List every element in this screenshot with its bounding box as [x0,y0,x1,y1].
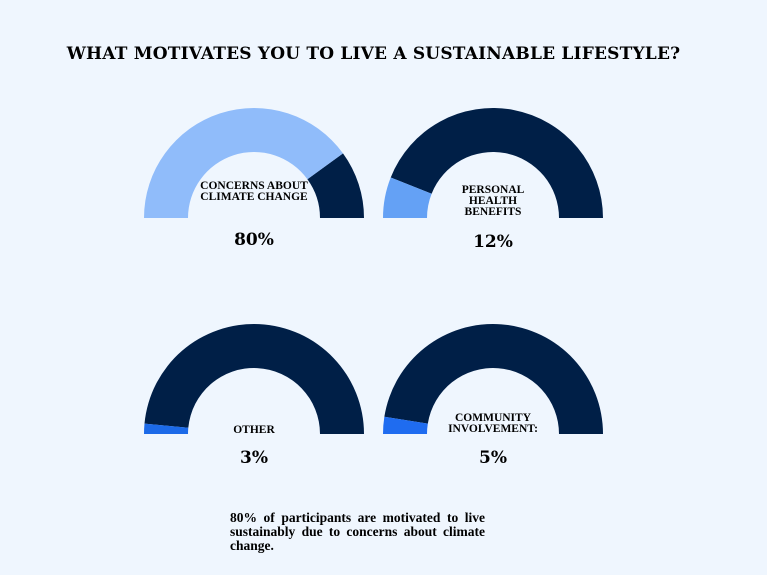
gauge-other: OTHER 3% [142,322,366,492]
gauge-track [390,108,603,218]
gauge-track [144,324,364,434]
gauge-svg [383,108,603,218]
gauge-fill [383,416,428,434]
gauge-label: COMMUNITY INVOLVEMENT: [448,412,538,435]
gauge-value: 80% [234,230,274,250]
gauge-svg [383,324,603,434]
gauge-label: PERSONAL HEALTH BENEFITS [461,184,525,218]
gauge-health-benefits: PERSONAL HEALTH BENEFITS 12% [381,106,605,276]
gauge-community-involvement: COMMUNITY INVOLVEMENT: 5% [381,322,605,492]
summary-caption: 80% of participants are motivated to liv… [230,510,485,553]
gauge-fill [383,177,432,218]
gauge-fill [144,423,189,434]
gauge-svg [144,324,364,434]
gauge-climate-change: CONCERNS ABOUT CLIMATE CHANGE 80% [142,106,366,276]
chart-title: WHAT MOTIVATES YOU TO LIVE A SUSTAINABLE… [66,44,681,64]
gauge-value: 12% [473,232,513,252]
gauge-value: 3% [240,448,268,468]
gauge-track [307,153,364,218]
gauge-label: OTHER [233,424,275,436]
gauge-fill [144,108,343,218]
gauge-label: CONCERNS ABOUT CLIMATE CHANGE [200,180,308,203]
gauge-value: 5% [479,448,507,468]
gauge-svg [144,108,364,218]
gauge-track [384,324,603,434]
